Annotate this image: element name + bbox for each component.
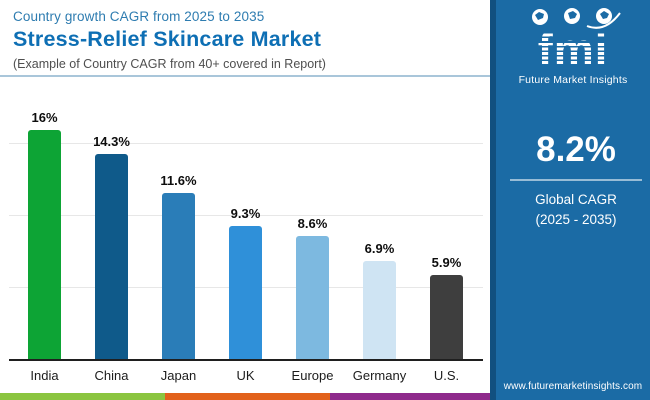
global-cagr-label-line2: (2025 - 2035) [535, 212, 617, 228]
globe-icon [596, 8, 612, 24]
header: Country growth CAGR from 2025 to 2035 St… [13, 9, 483, 71]
category-label: China [94, 368, 129, 383]
footer-strip-segment [165, 393, 330, 400]
fmi-logo-text: fmi [537, 24, 609, 75]
bar [162, 193, 195, 360]
sidebar: fmi Future Market Insights 8.2% Global C… [490, 0, 650, 400]
bar-column-india: 16% [28, 110, 61, 360]
footer-strip [0, 393, 492, 400]
bar-column-europe: 8.6% [296, 216, 329, 360]
bar-value-label: 14.3% [93, 134, 130, 150]
chart-subtitle: (Example of Country CAGR from 40+ covere… [13, 57, 326, 71]
bar-column-japan: 11.6% [160, 173, 197, 360]
bar-chart: 16% 14.3% 11.6% 9.3% 8.6% 6.9% 5.9% [0, 85, 492, 361]
global-cagr-label: Global CAGR (2025 - 2035) [510, 190, 642, 231]
bar-value-label: 11.6% [160, 173, 197, 188]
fmi-logo: fmi Future Market Insights [496, 7, 650, 86]
category-label: U.S. [433, 368, 460, 383]
category-label: Germany [352, 368, 407, 383]
footer-strip-segment [330, 393, 492, 400]
globe-icon [564, 8, 580, 24]
category-label: Japan [160, 368, 197, 383]
bar-column-china: 14.3% [93, 134, 130, 360]
gridline [9, 215, 483, 216]
header-divider [0, 75, 492, 77]
category-label: UK [236, 368, 255, 383]
bar-columns: 16% 14.3% 11.6% 9.3% 8.6% 6.9% 5.9% [28, 85, 463, 360]
cagr-divider [510, 179, 642, 181]
fmi-logo-caption: Future Market Insights [518, 73, 628, 86]
bar-value-label: 6.9% [364, 240, 395, 256]
bar [95, 154, 128, 360]
page-title: Stress-Relief Skincare Market [13, 27, 322, 51]
bar-column-us: 5.9% [430, 255, 463, 360]
bar [229, 226, 262, 360]
bar-value-label: 5.9% [431, 255, 462, 270]
bar-value-label: 16% [31, 109, 58, 125]
website-url: www.futuremarketinsights.com [503, 381, 643, 392]
bar [296, 236, 329, 360]
global-cagr-block: 8.2% Global CAGR (2025 - 2035) [510, 130, 642, 231]
bar-value-label: 8.6% [297, 216, 328, 232]
category-label: India [30, 368, 59, 383]
bar-column-uk: 9.3% [229, 206, 262, 360]
gridline [9, 143, 483, 144]
global-cagr-label-line1: Global CAGR [535, 192, 617, 207]
chart-kicker: Country growth CAGR from 2025 to 2035 [13, 9, 265, 24]
category-label: Europe [291, 368, 334, 383]
bar-value-label: 9.3% [230, 206, 261, 222]
bar [363, 260, 396, 360]
bar [430, 275, 463, 360]
x-axis-line [9, 359, 483, 361]
footer-strip-segment [0, 393, 165, 400]
globe-icon [532, 9, 548, 25]
category-labels: India China Japan UK Europe Germany U.S. [28, 368, 463, 383]
swoosh-icon [586, 12, 621, 29]
global-cagr-value: 8.2% [536, 130, 616, 169]
globe-icons [532, 8, 621, 29]
bar-column-germany: 6.9% [363, 241, 396, 360]
bar [28, 129, 61, 360]
